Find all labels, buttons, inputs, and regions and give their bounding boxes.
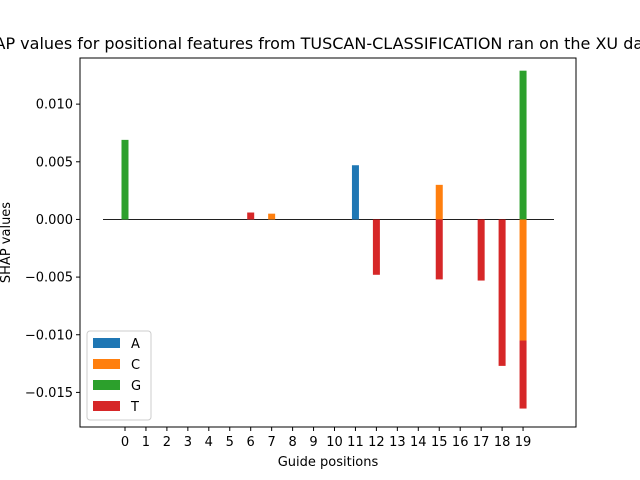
x-tick-label: 3 xyxy=(184,435,192,450)
bar-G-pos-19 xyxy=(519,70,527,220)
bar-T-pos-6 xyxy=(247,212,255,220)
x-tick-label: 19 xyxy=(515,435,532,450)
y-tick-label: −0.005 xyxy=(25,271,73,286)
x-tick-label: 16 xyxy=(452,435,469,450)
x-tick-label: 5 xyxy=(226,435,234,450)
x-tick-label: 2 xyxy=(163,435,171,450)
x-tick-label: 0 xyxy=(121,435,129,450)
y-tick-label: 0.005 xyxy=(36,155,73,170)
legend-swatch-T xyxy=(93,401,120,411)
x-tick-label: 12 xyxy=(368,435,385,450)
x-tick-label: 11 xyxy=(347,435,364,450)
y-tick-label: 0.000 xyxy=(36,213,73,228)
bar-T-pos-19 xyxy=(519,340,527,409)
y-axis-ticks: −0.015 −0.010 −0.005 0.000 0.005 0.010 xyxy=(25,98,80,401)
bar-C-pos-15 xyxy=(435,184,443,220)
x-tick-label: 10 xyxy=(326,435,343,450)
x-tick-label: 13 xyxy=(389,435,406,450)
x-axis-label: Guide positions xyxy=(278,455,379,470)
legend-swatch-C xyxy=(93,359,120,369)
bar-A-pos-11 xyxy=(351,165,359,220)
legend-label-C: C xyxy=(131,358,140,373)
legend-box xyxy=(86,330,152,421)
bar-T-pos-18 xyxy=(498,219,506,366)
legend-label-G: G xyxy=(131,379,141,394)
x-tick-label: 7 xyxy=(268,435,276,450)
bar-C-pos-19 xyxy=(519,219,527,341)
legend-swatch-G xyxy=(93,380,120,390)
x-tick-label: 8 xyxy=(288,435,296,450)
x-tick-label: 1 xyxy=(142,435,150,450)
x-tick-label: 14 xyxy=(410,435,427,450)
plot-area xyxy=(103,70,554,409)
legend-label-A: A xyxy=(131,337,140,352)
x-tick-label: 15 xyxy=(431,435,448,450)
x-tick-label: 18 xyxy=(494,435,511,450)
legend-swatch-A xyxy=(93,338,120,348)
bar-T-pos-15 xyxy=(435,219,443,280)
bar-C-pos-7 xyxy=(268,213,276,220)
x-tick-label: 17 xyxy=(473,435,490,450)
y-tick-label: −0.015 xyxy=(25,386,73,401)
chart-title: SHAP values for positional features from… xyxy=(0,34,640,53)
x-tick-label: 9 xyxy=(309,435,317,450)
y-axis-label: SHAP values xyxy=(0,202,14,283)
axes-frame xyxy=(79,57,577,428)
bar-G-pos-0 xyxy=(121,139,129,220)
y-tick-label: 0.010 xyxy=(36,98,73,113)
bar-T-pos-17 xyxy=(477,219,485,281)
x-axis-ticks: 0 1 2 3 4 5 6 7 8 9 10 11 12 13 14 15 16 17 18 19 xyxy=(121,427,531,450)
y-tick-label: −0.010 xyxy=(25,328,73,343)
x-tick-label: 4 xyxy=(205,435,213,450)
x-tick-label: 6 xyxy=(247,435,255,450)
legend-label-T: T xyxy=(130,400,139,415)
bar-T-pos-12 xyxy=(372,219,380,275)
